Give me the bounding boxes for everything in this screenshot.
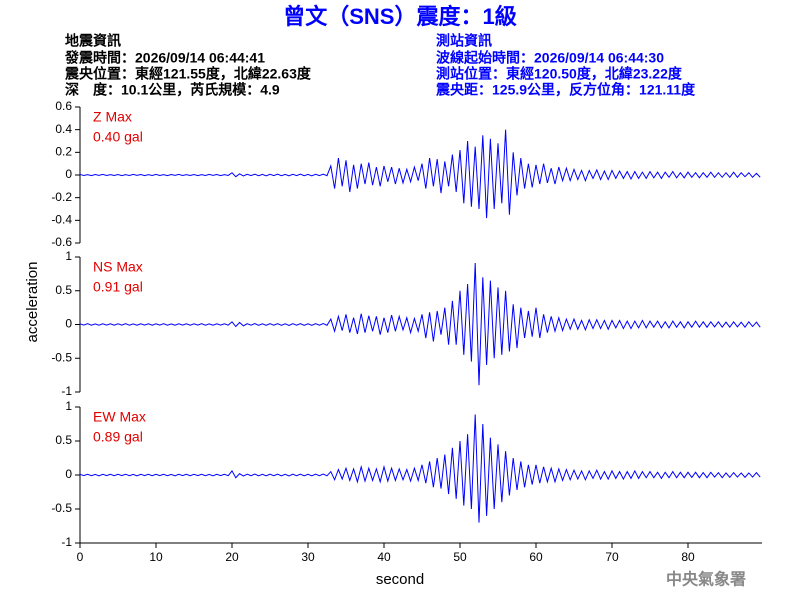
x-tick-label: 50: [453, 550, 467, 564]
info-right: 測站資訊: [436, 33, 492, 49]
info-left: 地震資訊: [65, 33, 121, 49]
y-tick-label: 0.5: [55, 283, 72, 297]
info-right: 測站位置：東經120.50度，北緯23.22度: [436, 66, 683, 82]
y-tick-label: -0.5: [51, 350, 72, 364]
x-axis-label: second: [376, 571, 424, 588]
y-tick-label: 0.5: [55, 433, 72, 447]
max-label: 0.91 gal: [93, 279, 143, 295]
waveform: [79, 414, 761, 523]
y-tick-label: 0: [65, 167, 72, 181]
info-right: 震央距：125.9公里，反方位角：121.11度: [435, 82, 696, 98]
channel-label: EW Max: [93, 409, 146, 425]
y-tick-label: -0.5: [51, 501, 72, 515]
channel-label: NS Max: [93, 259, 143, 275]
info-left: 深 度：10.1公里，芮氏規模：4.9: [65, 82, 280, 98]
channel-label: Z Max: [93, 109, 132, 125]
y-tick-label: 0.2: [55, 145, 72, 159]
x-tick-label: 10: [149, 550, 163, 564]
y-tick-label: -1: [61, 384, 72, 398]
y-tick-label: 0.6: [55, 99, 72, 113]
info-left: 震央位置：東經121.55度，北緯22.63度: [64, 66, 312, 82]
info-left: 發震時間：2026/09/14 06:44:41: [64, 50, 265, 66]
x-tick-label: 40: [377, 550, 391, 564]
y-tick-label: -0.4: [51, 213, 72, 227]
y-tick-label: -0.2: [51, 190, 72, 204]
y-tick-label: 1: [65, 399, 72, 413]
x-tick-label: 60: [529, 550, 543, 564]
max-label: 0.89 gal: [93, 429, 143, 445]
x-tick-label: 0: [77, 550, 84, 564]
y-tick-label: 1: [65, 249, 72, 263]
y-tick-label: 0: [65, 467, 72, 481]
title: 曾文（SNS）震度：1級: [283, 4, 516, 29]
info-right: 波線起始時間：2026/09/14 06:44:30: [436, 50, 664, 66]
waveform: [79, 263, 761, 386]
x-tick-label: 30: [301, 550, 315, 564]
y-tick-label: -0.6: [51, 235, 72, 249]
waveform: [79, 129, 761, 219]
y-axis-label: acceleration: [24, 262, 41, 343]
x-tick-label: 80: [681, 550, 695, 564]
max-label: 0.40 gal: [93, 129, 143, 145]
footer: 中央氣象署: [666, 570, 746, 589]
x-tick-label: 70: [605, 550, 619, 564]
y-tick-label: 0: [65, 317, 72, 331]
y-tick-label: 0.4: [55, 122, 72, 136]
y-tick-label: -1: [61, 535, 72, 549]
x-tick-label: 20: [225, 550, 239, 564]
